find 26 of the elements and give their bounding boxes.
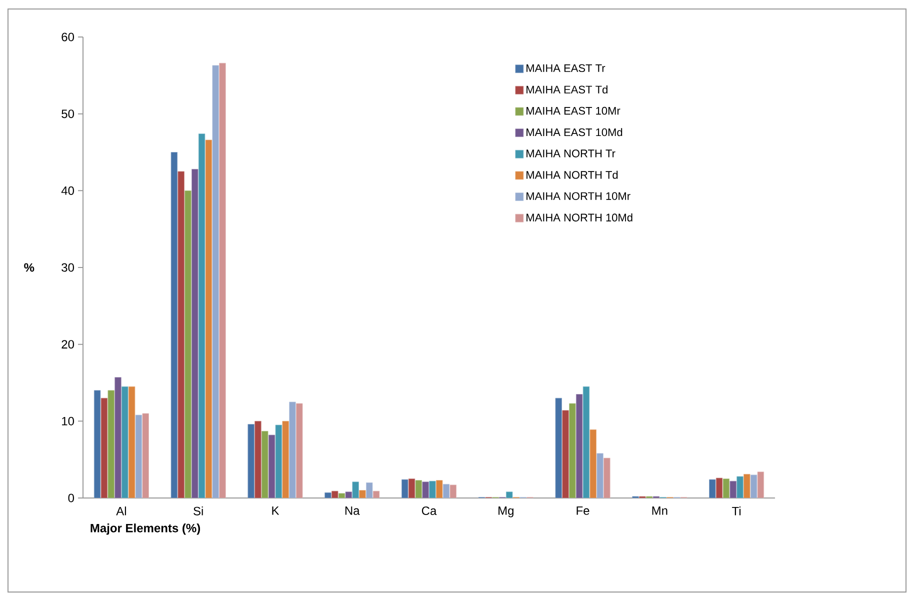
legend-label: MAIHA EAST 10Md xyxy=(526,128,622,136)
x-tick-label: Ca xyxy=(422,506,437,516)
y-tick-label: 10 xyxy=(62,416,74,426)
legend-label: MAIHA NORTH 10Mr xyxy=(526,192,630,200)
x-tick-label: Al xyxy=(116,506,126,516)
x-tick-label: Ti xyxy=(732,506,741,516)
x-tick-label: K xyxy=(272,506,280,515)
y-tick-label: 40 xyxy=(61,186,74,195)
x-tick-label: Mg xyxy=(498,506,514,518)
legend-label: MAIHA EAST 10Mr xyxy=(526,106,620,115)
x-tick-label: Mn xyxy=(652,506,668,515)
legend-label: MAIHA EAST Td xyxy=(526,85,608,94)
x-tick-label: Na xyxy=(345,506,360,515)
y-tick-label: 50 xyxy=(62,110,74,118)
x-axis-title: Major Elements (%) xyxy=(90,524,200,535)
y-tick-label: 20 xyxy=(62,340,74,349)
legend-label: MAIHA NORTH Td xyxy=(526,170,618,179)
y-tick-label: 60 xyxy=(62,32,74,42)
legend-label: MAIHA NORTH 10Md xyxy=(526,213,632,222)
legend-label: MAIHA NORTH Tr xyxy=(526,150,616,158)
y-tick-label: 30 xyxy=(62,263,74,272)
y-axis-title: % xyxy=(24,263,34,272)
y-tick-label: 0 xyxy=(68,494,74,502)
legend-label: MAIHA EAST Tr xyxy=(526,64,606,72)
x-tick-label: Fe xyxy=(576,506,590,515)
x-tick-label: Si xyxy=(194,506,203,516)
